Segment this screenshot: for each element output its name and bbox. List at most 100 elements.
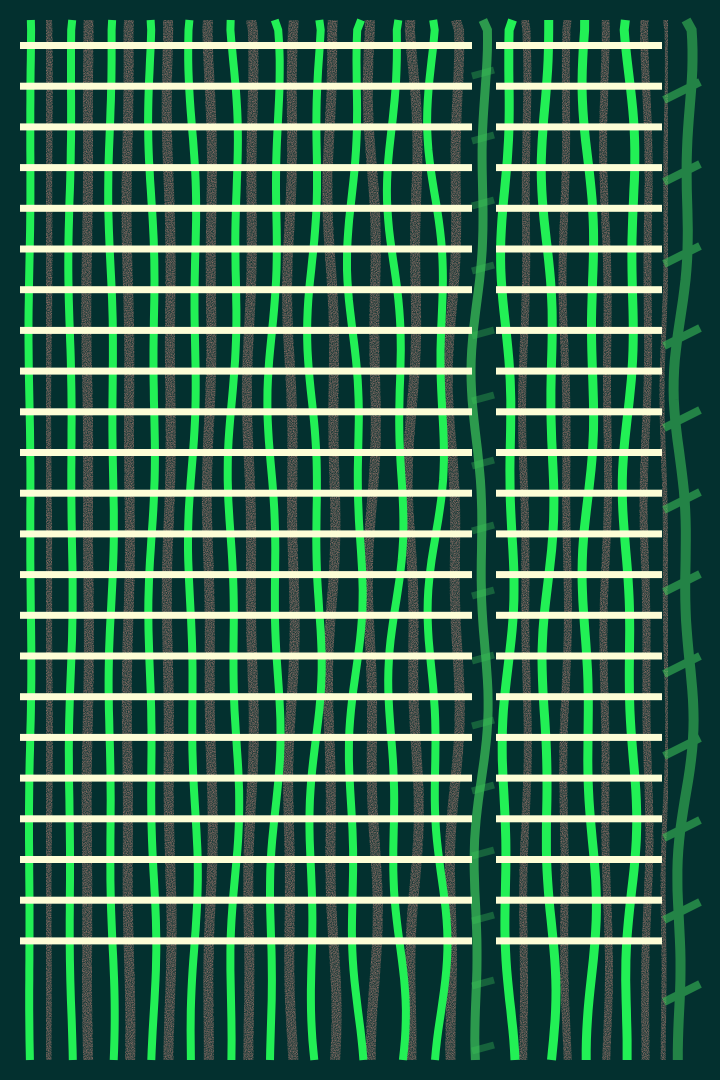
pink-stripe [517,19,532,1061]
green-stripes [24,18,642,1061]
pink-stripe [282,19,300,1061]
cream-bars [20,42,662,945]
cream-bar [496,164,662,172]
cream-bar [496,42,662,49]
cream-bar [20,856,472,863]
cream-bar [20,815,472,823]
cream-bar [20,693,472,701]
diagonal-slash [471,521,495,535]
green-stripe [617,19,642,1060]
cream-bar [496,774,662,782]
diagonal-slash [662,652,702,678]
diagonal-slash [471,1041,495,1055]
cream-bar [20,245,472,253]
cream-bar [20,204,472,212]
pink-stripe [41,19,53,1060]
cream-bar [20,489,472,497]
diagonal-slash [662,78,702,104]
pink-stripe [362,19,383,1061]
pink-stripe [639,19,654,1061]
diagonal-slash [471,261,495,275]
pink-stripe [201,19,218,1060]
diagonal-slash [471,716,495,730]
pink-stripe [558,19,573,1061]
diagonal-slash [662,898,702,924]
diagonal-slash [662,242,702,268]
cream-bar [496,693,662,701]
pink-stripe [81,19,94,1061]
diagonal-slash [662,570,702,596]
green-stripe [223,19,244,1061]
cream-bar [496,204,662,212]
cream-bar [20,367,472,375]
green-stripe [466,18,493,1061]
pink-stripe [659,19,671,1060]
cream-bar [496,611,662,619]
cream-bar [20,164,472,172]
diagonal-slash [471,911,495,925]
cream-bar [496,571,662,579]
diagonal-slash [662,488,702,514]
cream-bar [496,449,662,456]
cream-bar [20,123,472,131]
diagonal-slash [471,846,495,860]
diagonal-slash [662,980,702,1006]
cream-bar [496,937,662,945]
cream-bar [496,733,662,741]
cream-bar [20,896,472,904]
cream-bar [20,42,472,49]
diagonal-slash [471,976,495,990]
diagonal-slash [662,324,702,350]
cream-bar [20,82,472,90]
green-stripe [24,19,36,1061]
green-stripe [536,19,561,1061]
cream-bar [20,611,472,619]
cream-bar [496,286,662,294]
cream-bar [20,408,472,416]
diagonal-slash [471,781,495,795]
cream-bar [496,856,662,863]
pink-stripe [599,19,613,1061]
green-stripe [496,18,520,1061]
cream-bar [20,449,472,456]
cream-bar [20,326,472,334]
right-strip [471,17,702,1060]
diagonal-slash [471,651,495,665]
cream-bar [496,896,662,904]
cream-bar [496,326,662,334]
diagonal-slash [471,326,495,340]
diagonal-slash [471,196,495,210]
pink-stripes [41,18,671,1061]
cream-bar [496,82,662,90]
diagonal-slash [662,406,702,432]
diagonal-slash [471,456,495,470]
cream-bar [20,530,472,538]
green-stripe [303,19,326,1061]
green-stripe [64,19,77,1061]
green-stripe [577,19,601,1060]
cream-bar [496,815,662,823]
cream-bar [496,245,662,253]
diagonal-slash [662,160,702,186]
green-stripe [263,18,285,1061]
diagonal-slash [662,816,702,842]
green-stripe [423,19,452,1061]
cream-bar [20,571,472,579]
cream-bar [496,123,662,131]
diagonal-slash [471,66,495,80]
pink-stripe [161,19,177,1061]
cream-bar [20,652,472,660]
cream-bar [20,286,472,294]
pink-stripe [121,19,136,1061]
cream-bar [20,774,472,782]
cream-bar [496,367,662,375]
pink-stripe [442,18,465,1061]
cream-bar [496,652,662,660]
cream-bar [496,530,662,538]
cream-bar [496,408,662,416]
green-stripe [184,19,202,1061]
diagonal-slash [471,391,495,405]
diagonal-slash [471,131,495,145]
diagonal-slash [471,586,495,600]
